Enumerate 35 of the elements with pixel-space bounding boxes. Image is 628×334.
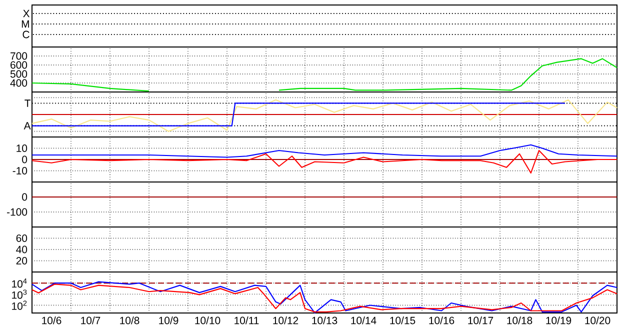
x-tick-label: 10/9 bbox=[159, 316, 178, 324]
y-tick-label: 10 bbox=[16, 144, 28, 152]
x-tick-label: 10/6 bbox=[42, 316, 62, 324]
text: A bbox=[24, 122, 31, 130]
x-tick-label: 10/18 bbox=[507, 316, 532, 324]
text: T bbox=[24, 100, 31, 107]
y-tick-label: 10$^{4}$ bbox=[12, 278, 27, 288]
x-tick-label: 10/13 bbox=[312, 316, 338, 324]
y-tick-label: 600 bbox=[10, 61, 28, 69]
y-tick-label: 10$^{2}$ bbox=[12, 300, 27, 310]
x-tick-label: 10/17 bbox=[468, 316, 494, 324]
y-tick-label: 10$^{3}$ bbox=[12, 290, 27, 299]
y-tick-label: 20 bbox=[16, 257, 28, 264]
text: X bbox=[23, 10, 30, 18]
x-tick-label: 10/19 bbox=[546, 316, 572, 324]
x-tick-label: 10/14 bbox=[351, 316, 376, 324]
x-tick-label: 10/7 bbox=[81, 316, 100, 324]
y-tick-label: 0 bbox=[22, 193, 28, 201]
y-tick-label: 700 bbox=[10, 52, 28, 60]
x-tick-label: 10/15 bbox=[390, 316, 416, 324]
x-tick-label: 10/16 bbox=[429, 316, 454, 324]
x-tick-label: 10/10 bbox=[195, 316, 220, 324]
y-tick-label: 0 bbox=[22, 156, 28, 164]
y-tick-label: -100 bbox=[7, 208, 28, 216]
y-tick-label: 60 bbox=[16, 234, 28, 242]
y-tick-label: 40 bbox=[16, 246, 28, 254]
y-tick-label: -10 bbox=[12, 167, 28, 174]
x-tick-label: 10/12 bbox=[273, 316, 298, 324]
x-tick-label: 10/11 bbox=[234, 316, 259, 324]
y-tick-label: 500 bbox=[10, 70, 28, 78]
text: C bbox=[22, 30, 30, 38]
x-tick-label: 10/20 bbox=[585, 316, 610, 324]
y-tick-label: 400 bbox=[10, 79, 28, 87]
x-tick-label: 10/8 bbox=[120, 316, 140, 324]
text: M bbox=[22, 20, 29, 28]
